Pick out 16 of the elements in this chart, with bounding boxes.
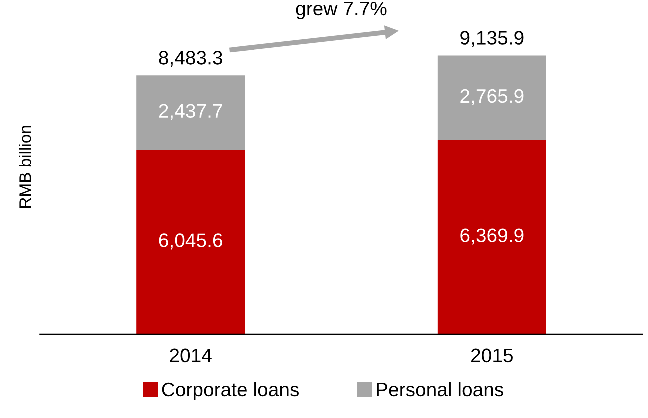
x-tick-label: 2014 [170, 348, 212, 363]
legend-label: Corporate loans [162, 382, 299, 400]
text: grew 7.7% [296, 2, 387, 20]
x-tick-label: 2015 [472, 348, 513, 363]
bar [438, 56, 546, 140]
bar [136, 150, 246, 334]
data-label: 6,045.6 [159, 234, 222, 250]
data-label: 6,369.9 [460, 228, 524, 245]
data-label: 2,437.7 [159, 104, 222, 120]
bar [136, 76, 246, 150]
total-label: 9,135.9 [460, 31, 524, 48]
y-axis-title: RMB billion [19, 126, 32, 208]
data-label: 2,765.9 [460, 89, 524, 106]
legend-label: Personal loans [377, 382, 504, 397]
bar [438, 140, 546, 334]
total-label: 8,483.3 [159, 51, 222, 68]
